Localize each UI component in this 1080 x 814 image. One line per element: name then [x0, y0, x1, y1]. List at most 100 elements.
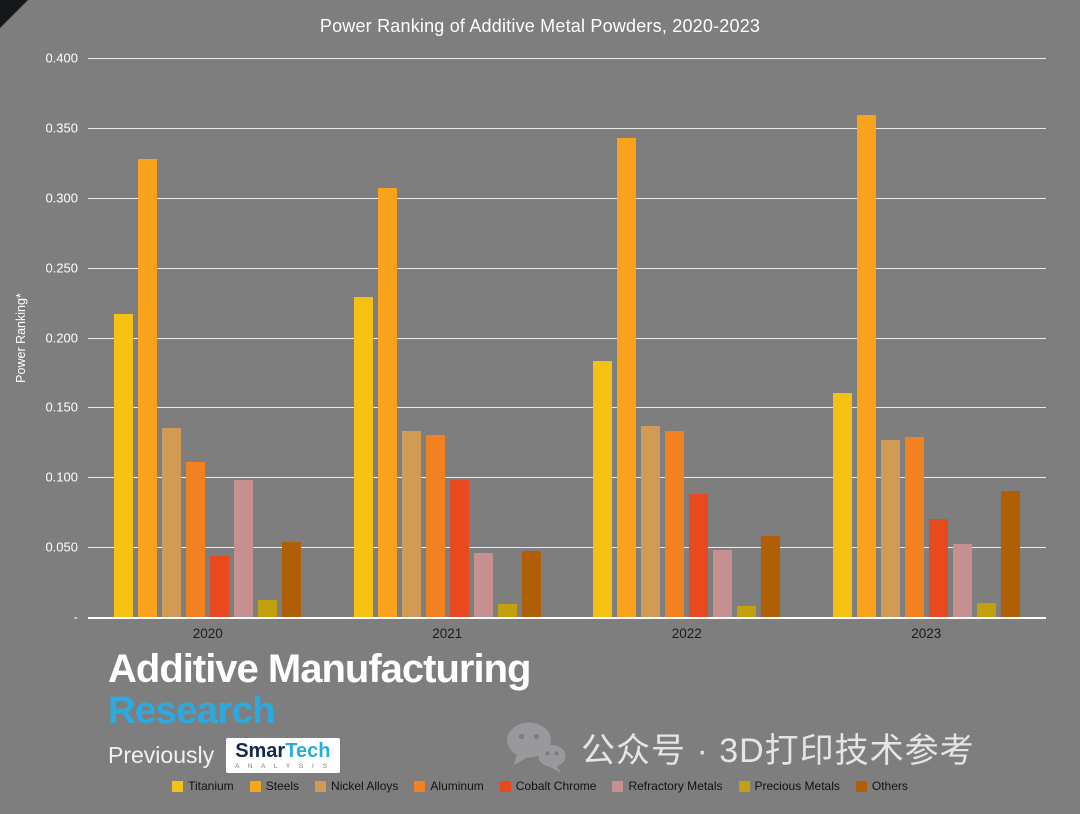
bar-aluminum-2023 — [904, 436, 924, 617]
bar-others-2023 — [1000, 491, 1020, 617]
bar-precious-metals-2020 — [258, 600, 278, 617]
legend-label-titanium: Titanium — [188, 779, 234, 793]
gridline-0.150 — [88, 407, 1046, 409]
chart-title: Power Ranking of Additive Metal Powders,… — [319, 16, 761, 36]
legend-swatch-titanium — [172, 780, 184, 792]
watermark: 公众号 · 3D打印技术参考 — [505, 720, 975, 774]
legend-swatch-refractory-metals — [612, 780, 624, 792]
bar-group-2022 — [567, 58, 807, 617]
gridline-0.100 — [88, 477, 1046, 479]
brand-previously-row: Previously SmarTech A N A L Y S I S — [108, 737, 530, 773]
bar-groups — [88, 58, 1046, 617]
x-axis-labels: 2020 2021 2022 2023 — [88, 626, 1046, 641]
legend-item-aluminum: Aluminum — [414, 779, 484, 793]
y-tick-label-0.100: 0.100 — [45, 469, 78, 485]
gridline-0.400 — [88, 58, 1046, 59]
bar-refractory-metals-2020 — [234, 480, 254, 617]
gridline-0.250 — [88, 267, 1046, 269]
branding: Additive Manufacturing Research Previous… — [108, 647, 531, 773]
x-axis-label-2023: 2023 — [911, 626, 942, 641]
legend-label-precious-metals: Precious Metals — [754, 779, 840, 793]
bar-nickel-alloys-2023 — [880, 439, 900, 617]
bar-aluminum-2020 — [186, 461, 206, 617]
bar-titanium-2020 — [114, 313, 134, 617]
legend-item-others: Others — [855, 779, 908, 793]
x-axis-label-2022: 2022 — [671, 626, 702, 641]
logo-smar-text: Smar — [235, 739, 286, 762]
bar-precious-metals-2022 — [737, 605, 757, 617]
y-axis-title: Power Ranking* — [10, 58, 32, 617]
plot-area — [88, 58, 1046, 619]
y-tick-label-0.300: 0.300 — [45, 190, 78, 206]
y-tick-label-0.350: 0.350 — [45, 120, 78, 136]
brand-subtitle: Research — [108, 690, 276, 732]
brand-previously-label: Previously — [108, 741, 215, 768]
logo-tech-text: Tech — [285, 739, 331, 762]
y-tick-label-0.150: 0.150 — [45, 399, 78, 415]
bar-refractory-metals-2022 — [713, 549, 733, 617]
legend-label-others: Others — [871, 779, 908, 793]
wechat-icon — [507, 722, 566, 773]
smartech-logo-wordmark: SmarTech — [235, 741, 330, 761]
y-tick-label-0.200: 0.200 — [45, 330, 78, 345]
y-tick-label-0.400: 0.400 — [45, 50, 78, 66]
bar-steels-2020 — [138, 158, 158, 617]
legend-item-refractory-metals: Refractory Metals — [612, 779, 723, 793]
legend-item-cobalt-chrome: Cobalt Chrome — [499, 779, 597, 793]
legend-swatch-nickel-alloys — [315, 780, 327, 792]
legend: Titanium Steels Nickel Alloys Aluminum Cobal… — [0, 779, 1080, 793]
x-axis-label-2021: 2021 — [432, 626, 463, 641]
bar-nickel-alloys-2021 — [401, 431, 421, 617]
y-tick-label-0.250: 0.250 — [45, 260, 78, 276]
bar-nickel-alloys-2022 — [641, 425, 661, 617]
legend-label-steels: Steels — [265, 779, 300, 793]
bar-aluminum-2022 — [665, 431, 685, 617]
gridline-0.350 — [88, 127, 1046, 129]
brand-title: Additive Manufacturing — [108, 647, 531, 691]
legend-item-precious-metals: Precious Metals — [738, 779, 840, 793]
bar-titanium-2022 — [593, 361, 613, 617]
bar-precious-metals-2023 — [976, 603, 996, 617]
gridline-0.300 — [88, 197, 1046, 199]
bar-others-2021 — [521, 551, 541, 617]
bar-cobalt-chrome-2022 — [689, 494, 709, 617]
legend-swatch-aluminum — [414, 780, 426, 792]
legend-label-refractory-metals: Refractory Metals — [628, 779, 723, 793]
watermark-text: 公众号 · 3D打印技术参考 — [581, 731, 975, 770]
smartech-logo: SmarTech A N A L Y S I S — [226, 737, 340, 773]
bar-cobalt-chrome-2021 — [449, 480, 469, 617]
bar-others-2020 — [282, 541, 302, 617]
y-axis-title-text: Power Ranking* — [14, 292, 29, 383]
bar-steels-2021 — [377, 187, 397, 617]
bar-refractory-metals-2021 — [473, 552, 493, 617]
corner-fold-triangle — [0, 0, 28, 28]
legend-item-steels: Steels — [249, 779, 300, 793]
bar-group-2021 — [328, 58, 568, 617]
bar-steels-2022 — [617, 137, 637, 617]
gridline-0.200 — [88, 337, 1046, 339]
bar-refractory-metals-2023 — [952, 544, 972, 617]
bar-group-2023 — [807, 58, 1047, 617]
bar-aluminum-2021 — [425, 435, 445, 617]
bar-cobalt-chrome-2020 — [210, 555, 230, 617]
bar-others-2022 — [761, 535, 781, 617]
y-tick-label--: - — [73, 609, 78, 625]
legend-item-titanium: Titanium — [172, 779, 234, 793]
legend-label-aluminum: Aluminum — [430, 779, 484, 793]
legend-label-nickel-alloys: Nickel Alloys — [331, 779, 399, 793]
legend-swatch-others — [855, 780, 867, 792]
bar-steels-2023 — [856, 115, 876, 617]
logo-analysis-text: A N A L Y S I S — [235, 762, 331, 770]
legend-item-nickel-alloys: Nickel Alloys — [315, 779, 398, 793]
gridline-- — [88, 617, 1046, 619]
legend-swatch-cobalt-chrome — [499, 780, 511, 792]
bar-cobalt-chrome-2023 — [928, 519, 948, 617]
bar-precious-metals-2021 — [497, 604, 517, 617]
bar-titanium-2021 — [353, 296, 373, 617]
legend-label-cobalt-chrome: Cobalt Chrome — [515, 779, 597, 793]
bar-titanium-2023 — [832, 393, 852, 617]
y-tick-labels: 0.400 0.350 0.300 0.250 0.200 0.150 0.100 0.050… — [30, 51, 82, 625]
bar-group-2020 — [88, 58, 328, 617]
gridline-0.050 — [88, 547, 1046, 549]
